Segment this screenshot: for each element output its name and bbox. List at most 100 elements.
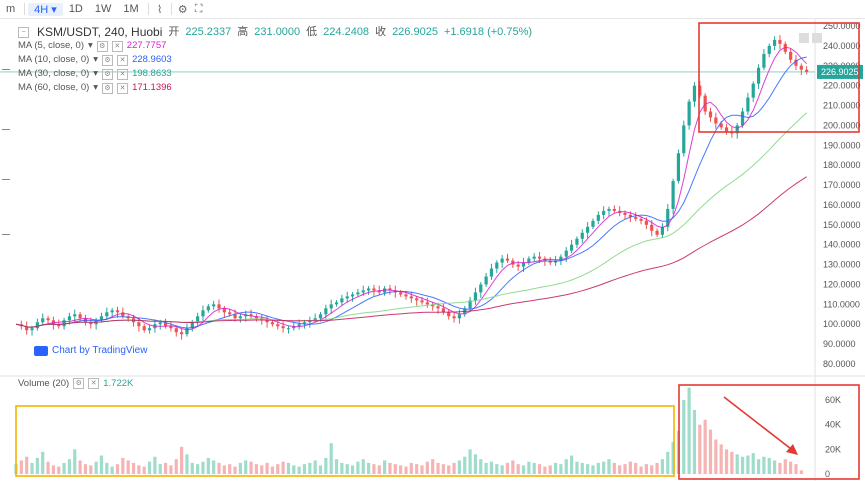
candle-body <box>238 316 242 319</box>
collapse-icon[interactable]: − <box>18 26 29 38</box>
candle-body <box>644 220 648 225</box>
volume-bar <box>254 464 259 474</box>
volume-legend: Volume (20) ⚙ ✕ 1.722K <box>18 378 133 389</box>
volume-bar <box>559 464 563 474</box>
candle-body <box>297 324 301 327</box>
volume-bar <box>650 465 654 474</box>
timeframe-1d[interactable]: 1D <box>68 3 83 15</box>
candle-body <box>35 322 39 329</box>
candle-body <box>62 320 66 327</box>
dropdown-icon[interactable]: ▾ <box>93 68 99 79</box>
scale-icon[interactable] <box>799 33 809 43</box>
candle-body <box>67 316 72 321</box>
ma10-value: 228.9603 <box>132 54 172 65</box>
drawing-tool-handle[interactable] <box>2 179 10 180</box>
volume-bar <box>25 456 29 474</box>
dropdown-icon[interactable]: ▾ <box>93 82 99 93</box>
volume-bar <box>169 465 173 474</box>
candle-body <box>623 212 627 215</box>
candle-body <box>425 302 429 305</box>
candle-body <box>350 294 355 297</box>
candle-body <box>698 85 702 96</box>
settings-icon[interactable]: ⚙ <box>102 54 114 66</box>
volume-bar <box>783 459 787 474</box>
price-tick-label: 150.0000 <box>823 220 861 230</box>
candle-body <box>324 308 328 315</box>
drawing-tool-handle[interactable] <box>2 234 10 235</box>
volume-bar <box>463 456 467 474</box>
timeframe-minutes[interactable]: m <box>6 3 16 15</box>
drawing-tool-handle[interactable] <box>2 69 10 70</box>
volume-value: 1.722K <box>103 378 134 389</box>
candle-body <box>591 220 595 227</box>
candle-body <box>41 318 45 323</box>
volume-bar <box>569 455 574 474</box>
volume-bar <box>89 465 93 474</box>
timeframe-4h[interactable]: 4H ▾ <box>28 2 63 16</box>
candle-body <box>564 250 568 257</box>
timeframe-1m[interactable]: 1M <box>123 3 139 15</box>
volume-bar <box>110 466 114 474</box>
volume-bar <box>147 461 152 474</box>
candle-body <box>57 324 61 327</box>
volume-bar <box>350 465 355 474</box>
volume-bar <box>527 461 531 474</box>
settings-icon[interactable]: ⚙ <box>96 40 108 52</box>
tradingview-badge[interactable]: Chart by TradingView <box>34 345 147 356</box>
drawing-tool-handle[interactable] <box>2 129 10 130</box>
volume-bar <box>361 459 365 474</box>
candle-body <box>228 312 232 315</box>
volume-bar <box>383 460 387 474</box>
maximize-icon[interactable] <box>812 33 822 43</box>
volume-bar <box>19 460 23 474</box>
chart-type-icon[interactable]: ⌇ <box>156 3 163 16</box>
candle-body <box>714 117 718 124</box>
candle-body <box>479 284 483 293</box>
volume-bar <box>324 457 328 474</box>
candle-body <box>650 224 654 231</box>
dropdown-icon[interactable]: ▾ <box>88 40 93 51</box>
candle-body <box>532 256 536 259</box>
volume-bar <box>180 446 184 474</box>
dropdown-icon[interactable]: ▾ <box>93 54 99 65</box>
settings-icon[interactable]: ⚙ <box>73 378 85 389</box>
volume-bar <box>174 459 178 474</box>
volume-bar <box>505 462 510 474</box>
volume-bar <box>270 466 275 474</box>
settings-icon[interactable]: ⚙ <box>102 82 114 94</box>
ma5-value: 227.7757 <box>126 40 167 51</box>
volume-bar <box>735 454 739 474</box>
volume-bar <box>340 462 344 474</box>
price-tick-label: 130.0000 <box>823 260 861 270</box>
volume-bar <box>660 459 665 474</box>
candle-body <box>169 326 173 329</box>
price-tick-label: 90.0000 <box>823 339 856 349</box>
candle-body <box>500 258 504 263</box>
candle-body <box>78 314 82 319</box>
settings-icon[interactable]: ⚙ <box>177 3 188 16</box>
fullscreen-icon[interactable]: ⛶ <box>194 2 203 15</box>
ma-legend-row: MA (30, close, 0) ▾ ⚙ ✕ 198.8633 <box>18 67 532 81</box>
ma-legend-row: MA (60, close, 0) ▾ ⚙ ✕ 171.1396 <box>18 81 532 95</box>
close-icon[interactable]: ✕ <box>117 82 129 94</box>
candle-body <box>399 292 403 295</box>
candle-body <box>196 316 200 323</box>
close-icon[interactable]: ✕ <box>88 378 100 389</box>
candle-body <box>634 216 638 219</box>
candle-body <box>447 312 451 317</box>
candle-body <box>805 69 809 72</box>
chart-toolbar: m 4H ▾ 1D 1W 1M ⌇ ⚙ ⛶ <box>0 0 865 19</box>
candle-body <box>185 328 189 335</box>
close-icon[interactable]: ✕ <box>117 68 129 80</box>
close-icon[interactable]: ✕ <box>111 40 123 52</box>
candle-body <box>222 308 226 313</box>
settings-icon[interactable]: ⚙ <box>102 68 114 80</box>
volume-bar <box>318 465 323 474</box>
close-icon[interactable]: ✕ <box>117 54 129 66</box>
candle-body <box>751 83 755 98</box>
volume-bar <box>415 464 419 474</box>
volume-bar <box>329 443 333 474</box>
timeframe-1w[interactable]: 1W <box>94 3 112 15</box>
high-value: 231.0000 <box>254 26 301 38</box>
